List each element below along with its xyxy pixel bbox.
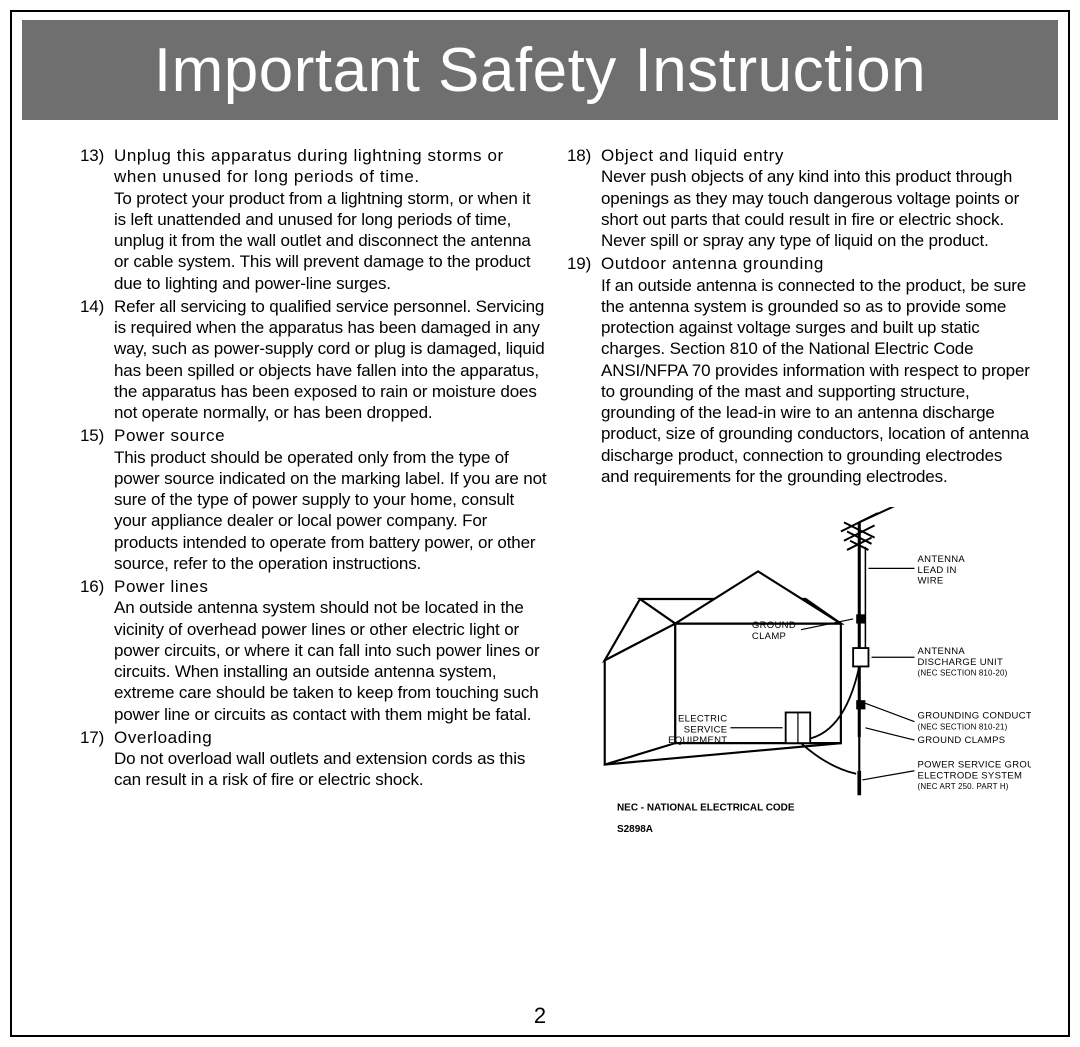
item-body: Outdoor antenna grounding If an outside …: [601, 253, 1034, 487]
lbl-psg-1: POWER SERVICE GROUNDING: [917, 760, 1030, 771]
item-label: Object and liquid entry: [601, 146, 784, 165]
item-text: Never push objects of any kind into this…: [601, 166, 1034, 251]
lbl-ground-clamp-top-2: CLAMP: [751, 631, 785, 642]
item-label: Unplug this apparatus during lightning s…: [114, 146, 504, 186]
item-number: 14): [80, 296, 114, 424]
item-number: 13): [80, 145, 114, 294]
list-item: 19)Outdoor antenna grounding If an outsi…: [567, 253, 1034, 487]
item-body: Power source This product should be oper…: [114, 425, 547, 574]
grounding-diagram: ANTENNA LEAD IN WIRE ANTENNA DISCHARGE U…: [567, 507, 1034, 844]
item-label: Power lines: [114, 577, 208, 596]
item-body: Overloading Do not overload wall outlets…: [114, 727, 547, 791]
lbl-antenna-leadin-2: LEAD IN: [917, 565, 956, 576]
item-label: Overloading: [114, 728, 212, 747]
item-number: 17): [80, 727, 114, 791]
list-item: 18)Object and liquid entry Never push ob…: [567, 145, 1034, 251]
diagram-footnote: NEC - NATIONAL ELECTRICAL CODE: [617, 803, 795, 814]
item-text: Do not overload wall outlets and extensi…: [114, 748, 547, 791]
item-text: This product should be operated only fro…: [114, 447, 547, 575]
lbl-psg-3: (NEC ART 250. PART H): [917, 782, 1008, 791]
list-item: 16)Power lines An outside antenna system…: [80, 576, 547, 725]
item-text: An outside antenna system should not be …: [114, 597, 547, 725]
lbl-adu-3: (NEC SECTION 810-20): [917, 669, 1007, 678]
right-column: 18)Object and liquid entry Never push ob…: [567, 145, 1034, 977]
page-number: 2: [0, 1003, 1080, 1029]
item-text: If an outside antenna is connected to th…: [601, 275, 1034, 488]
item-body: Power lines An outside antenna system sh…: [114, 576, 547, 725]
lbl-psg-2: ELECTRODE SYSTEM: [917, 770, 1022, 781]
list-item: 14)Refer all servicing to qualified serv…: [80, 296, 547, 424]
list-item: 15)Power source This product should be o…: [80, 425, 547, 574]
lbl-ese-1: ELECTRIC: [677, 714, 726, 725]
item-body: Object and liquid entry Never push objec…: [601, 145, 1034, 251]
content-columns: 13)Unplug this apparatus during lightnin…: [80, 145, 1034, 977]
page-title: Important Safety Instruction: [154, 35, 926, 106]
item-label: Outdoor antenna grounding: [601, 254, 824, 273]
antenna-grounding-diagram-svg: ANTENNA LEAD IN WIRE ANTENNA DISCHARGE U…: [571, 507, 1031, 844]
lbl-adu-2: DISCHARGE UNIT: [917, 657, 1003, 668]
item-number: 18): [567, 145, 601, 251]
lbl-antenna-leadin-1: ANTENNA: [917, 554, 965, 565]
item-number: 19): [567, 253, 601, 487]
item-number: 15): [80, 425, 114, 574]
lbl-antenna-leadin-3: WIRE: [917, 576, 943, 587]
item-text: To protect your product from a lightning…: [114, 188, 547, 294]
lbl-ground-clamp-top-1: GROUND: [751, 620, 795, 631]
item-text: Refer all servicing to qualified service…: [114, 296, 547, 424]
diagram-code: S2898A: [617, 824, 653, 835]
left-column: 13)Unplug this apparatus during lightnin…: [80, 145, 547, 977]
list-item: 13)Unplug this apparatus during lightnin…: [80, 145, 547, 294]
lbl-gc-2: (NEC SECTION 810-21): [917, 722, 1007, 731]
lbl-gc-1: GROUNDING CONDUCTORS: [917, 711, 1030, 722]
item-body: Unplug this apparatus during lightning s…: [114, 145, 547, 294]
item-label: Power source: [114, 426, 225, 445]
list-item: 17)Overloading Do not overload wall outl…: [80, 727, 547, 791]
lbl-ese-3: EQUIPMENT: [668, 735, 727, 746]
right-column-text: 18)Object and liquid entry Never push ob…: [567, 145, 1034, 487]
item-number: 16): [80, 576, 114, 725]
lbl-ground-clamps: GROUND CLAMPS: [917, 735, 1005, 746]
item-body: Refer all servicing to qualified service…: [114, 296, 547, 424]
lbl-ese-2: SERVICE: [683, 724, 727, 735]
title-banner: Important Safety Instruction: [22, 20, 1058, 120]
lbl-adu-1: ANTENNA: [917, 646, 965, 657]
